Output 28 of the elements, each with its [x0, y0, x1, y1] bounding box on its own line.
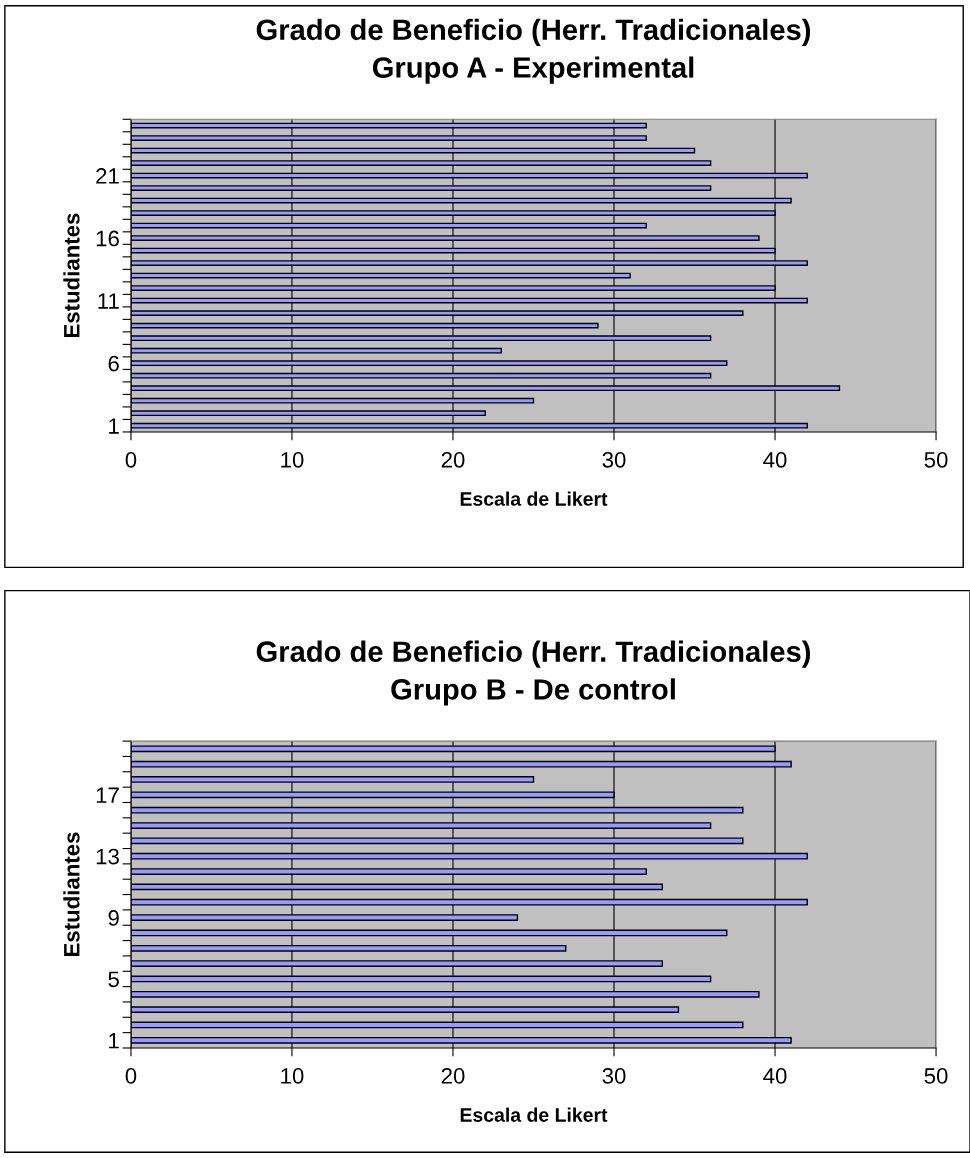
y-tick-label: 1 [109, 1033, 119, 1049]
y-tick-label: 6 [108, 355, 119, 372]
y-axis-title: Estudiantes [63, 213, 80, 338]
x-tick-label: 10 [281, 451, 304, 468]
x-tick-label: 0 [125, 1068, 137, 1084]
x-tick-label: 0 [125, 451, 137, 468]
chart-title: Grado de Beneficio (Herr. Tradicionales) Grupo B - De control [256, 640, 811, 706]
y-tick-label: 1 [109, 418, 119, 434]
x-tick-label: 20 [441, 451, 465, 468]
y-tick-label: 16 [96, 230, 119, 247]
y-tick-label: 9 [108, 910, 119, 926]
x-tick-label: 50 [924, 1068, 948, 1084]
x-axis-title: Escala de Likert [460, 491, 608, 506]
chart-title: Grado de Beneficio (Herr. Tradicionales) Grupo A - Experimental [256, 18, 811, 84]
y-tick-label: 17 [96, 787, 119, 803]
x-tick-label: 30 [602, 1068, 626, 1084]
y-tick-label: 5 [108, 971, 119, 988]
y-axis-title: Estudiantes [63, 832, 80, 957]
x-tick-label: 50 [924, 451, 948, 468]
x-tick-label: 40 [763, 1068, 787, 1084]
x-tick-label: 40 [763, 451, 787, 468]
x-tick-label: 10 [281, 1068, 304, 1084]
x-tick-label: 20 [441, 1068, 465, 1084]
y-tick-label: 11 [98, 293, 119, 309]
x-tick-label: 30 [602, 451, 626, 468]
y-tick-label: 21 [96, 168, 119, 184]
y-tick-label: 13 [96, 848, 119, 865]
x-axis-title: Escala de Likert [460, 1107, 608, 1122]
